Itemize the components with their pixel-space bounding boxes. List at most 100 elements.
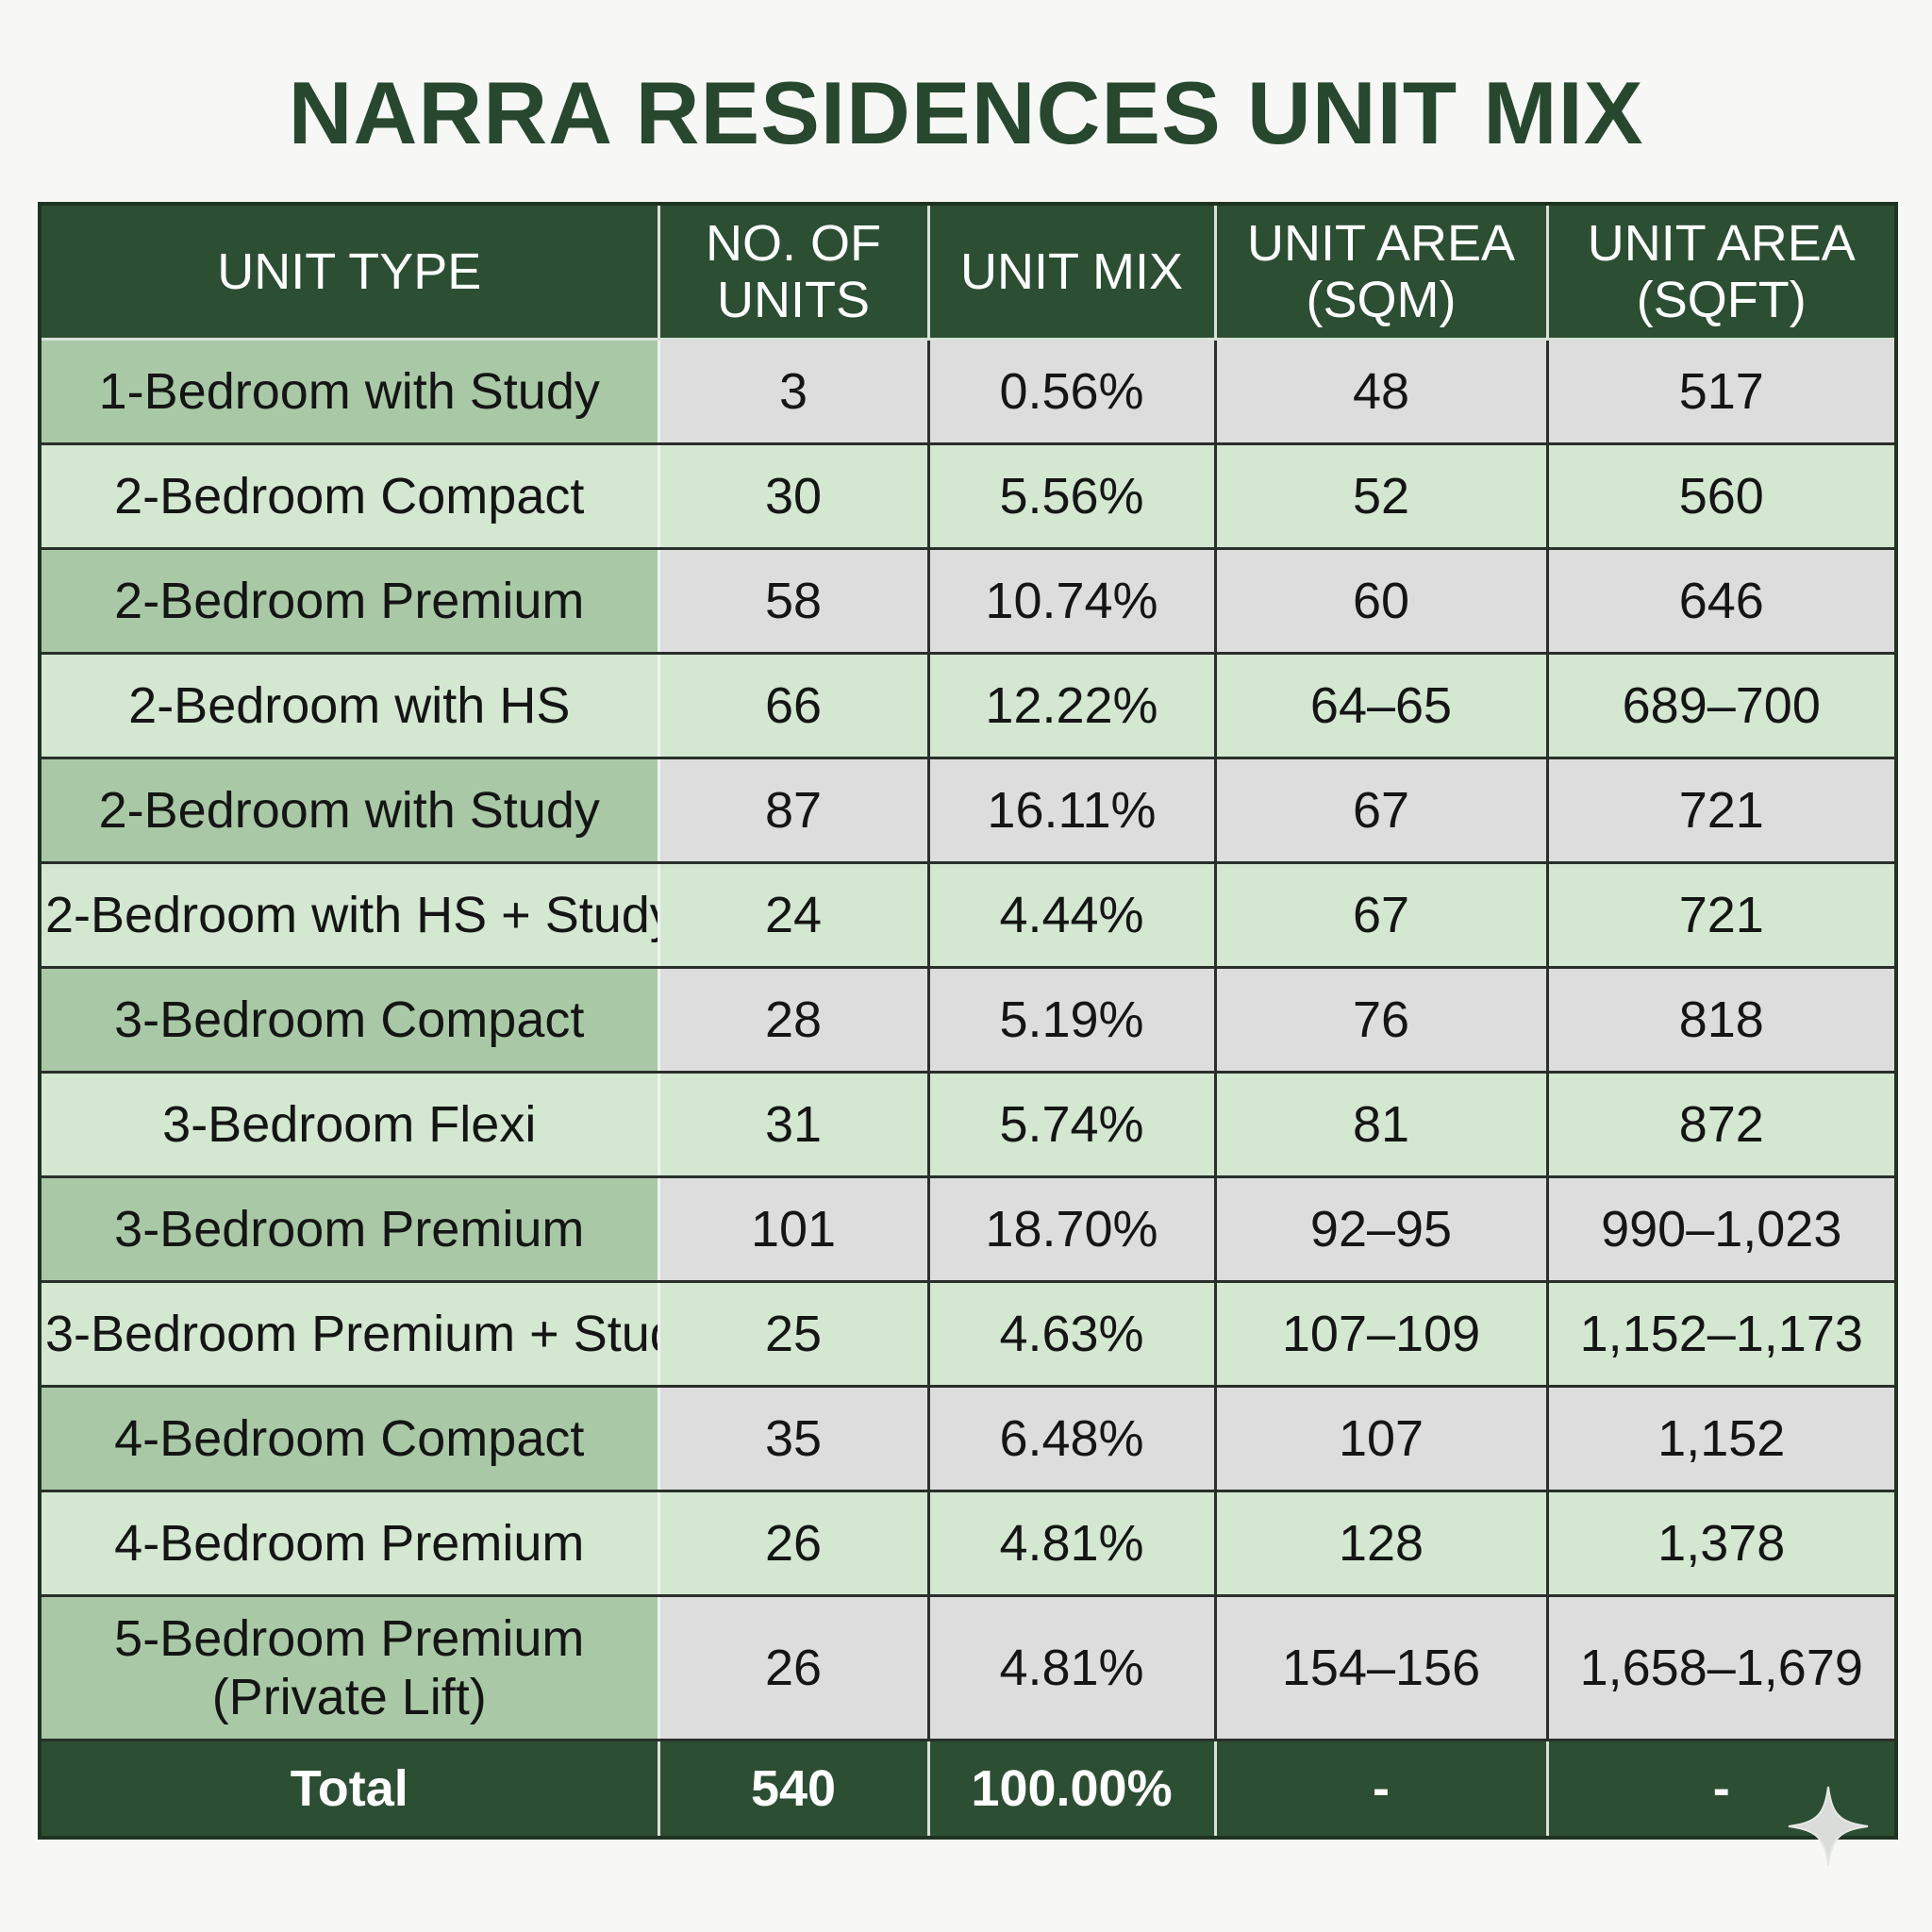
total-sqft: -: [1545, 1739, 1898, 1840]
page-title: NARRA RESIDENCES UNIT MIX: [288, 63, 1644, 162]
area-sqm-cell: 107–109: [1213, 1280, 1549, 1388]
unit-type-text: 2-Bedroom with HS + Study: [45, 887, 658, 943]
unit-type-cell: 4-Bedroom Premium: [38, 1490, 660, 1597]
units-cell: 66: [657, 652, 930, 759]
unit-type-text: 3-Bedroom Premium + Study: [45, 1306, 658, 1362]
unit-type-text: 3-Bedroom Premium: [114, 1201, 585, 1257]
area-sqm-cell: 154–156: [1213, 1594, 1549, 1741]
table-row: 4-Bedroom Compact 35 6.48% 107 1,152: [38, 1385, 1898, 1492]
unit-type-cell: 4-Bedroom Compact: [38, 1385, 660, 1492]
header-no-of-units: NO. OF UNITS: [657, 202, 930, 341]
area-sqm-cell: 92–95: [1213, 1175, 1549, 1283]
area-sqm-cell: 76: [1213, 966, 1549, 1074]
unit-mix-cell: 5.19%: [926, 966, 1217, 1074]
units-cell: 3: [657, 338, 930, 445]
units-cell: 101: [657, 1175, 930, 1283]
unit-type-text: 5-Bedroom Premium: [114, 1610, 585, 1667]
unit-type-cell: 5-Bedroom Premium (Private Lift): [38, 1594, 660, 1741]
unit-type-cell: 3-Bedroom Premium + Study: [38, 1280, 660, 1388]
total-sqm: -: [1213, 1739, 1549, 1840]
header-text: (SQM): [1306, 272, 1457, 328]
unit-mix-cell: 4.63%: [926, 1280, 1217, 1388]
area-sqft-cell: 721: [1545, 757, 1898, 864]
units-cell: 24: [657, 861, 930, 969]
area-sqft-cell: 818: [1545, 966, 1898, 1074]
unit-type-cell: 1-Bedroom with Study: [38, 338, 660, 445]
unit-type-text: 3-Bedroom Compact: [114, 991, 585, 1048]
unit-mix-cell: 10.74%: [926, 547, 1217, 655]
total-label: Total: [38, 1739, 660, 1840]
table-header: UNIT TYPE NO. OF UNITS UNIT MIX UNIT AREA (SQ…: [38, 202, 1898, 341]
area-sqft-cell: 646: [1545, 547, 1898, 655]
area-sqft-cell: 1,658–1,679: [1545, 1594, 1898, 1741]
table-row: 3-Bedroom Premium 101 18.70% 92–95 990–1,023: [38, 1175, 1898, 1283]
table-row: 5-Bedroom Premium (Private Lift) 26 4.81% 15…: [38, 1594, 1898, 1741]
units-cell: 26: [657, 1490, 930, 1597]
table-row: 3-Bedroom Compact 28 5.19% 76 818: [38, 966, 1898, 1074]
header-unit-type: UNIT TYPE: [38, 202, 660, 341]
unit-type-cell: 2-Bedroom with HS + Study: [38, 861, 660, 969]
unit-type-text: 4-Bedroom Premium: [114, 1515, 585, 1572]
units-cell: 58: [657, 547, 930, 655]
header-text: UNIT MIX: [959, 243, 1183, 300]
area-sqm-cell: 67: [1213, 861, 1549, 969]
table-row: 2-Bedroom Premium 58 10.74% 60 646: [38, 547, 1898, 655]
header-text: UNIT TYPE: [217, 243, 482, 300]
unit-type-cell: 2-Bedroom with Study: [38, 757, 660, 864]
area-sqft-cell: 517: [1545, 338, 1898, 445]
table-row: 1-Bedroom with Study 3 0.56% 48 517: [38, 338, 1898, 445]
table-row: 2-Bedroom with HS + Study 24 4.44% 67 721: [38, 861, 1898, 969]
unit-mix-cell: 6.48%: [926, 1385, 1217, 1492]
units-cell: 26: [657, 1594, 930, 1741]
header-unit-area-sqft: UNIT AREA (SQFT): [1545, 202, 1898, 341]
area-sqft-cell: 560: [1545, 442, 1898, 550]
unit-type-text: 2-Bedroom Premium: [114, 573, 585, 629]
area-sqft-cell: 689–700: [1545, 652, 1898, 759]
header-text: UNIT AREA: [1587, 215, 1856, 272]
area-sqm-cell: 107: [1213, 1385, 1549, 1492]
total-units: 540: [657, 1739, 930, 1840]
area-sqm-cell: 48: [1213, 338, 1549, 445]
header-unit-mix: UNIT MIX: [926, 202, 1217, 341]
unit-type-text: (Private Lift): [211, 1669, 487, 1725]
area-sqft-cell: 990–1,023: [1545, 1175, 1898, 1283]
unit-type-cell: 3-Bedroom Premium: [38, 1175, 660, 1283]
header-text: NO. OF: [706, 215, 881, 272]
units-cell: 30: [657, 442, 930, 550]
table-footer: Total 540 100.00% - -: [38, 1739, 1898, 1840]
area-sqft-cell: 1,152–1,173: [1545, 1280, 1898, 1388]
unit-type-cell: 3-Bedroom Compact: [38, 966, 660, 1074]
area-sqft-cell: 872: [1545, 1071, 1898, 1178]
unit-type-cell: 3-Bedroom Flexi: [38, 1071, 660, 1178]
unit-mix-cell: 5.74%: [926, 1071, 1217, 1178]
table-row: 3-Bedroom Premium + Study 25 4.63% 107–109 1…: [38, 1280, 1898, 1388]
unit-mix-cell: 4.44%: [926, 861, 1217, 969]
area-sqm-cell: 81: [1213, 1071, 1549, 1178]
header-row: UNIT TYPE NO. OF UNITS UNIT MIX UNIT AREA (SQ…: [38, 202, 1898, 341]
units-cell: 25: [657, 1280, 930, 1388]
table-row: 2-Bedroom with Study 87 16.11% 67 721: [38, 757, 1898, 864]
unit-type-text: 2-Bedroom Compact: [114, 468, 585, 525]
header-text: UNITS: [717, 272, 870, 328]
area-sqft-cell: 721: [1545, 861, 1898, 969]
unit-type-text: 2-Bedroom with Study: [98, 782, 600, 839]
area-sqm-cell: 64–65: [1213, 652, 1549, 759]
sparkle-icon: [1788, 1786, 1869, 1867]
unit-type-text: 4-Bedroom Compact: [114, 1410, 585, 1467]
table-row: 4-Bedroom Premium 26 4.81% 128 1,378: [38, 1490, 1898, 1597]
units-cell: 35: [657, 1385, 930, 1492]
area-sqft-cell: 1,378: [1545, 1490, 1898, 1597]
area-sqm-cell: 67: [1213, 757, 1549, 864]
area-sqm-cell: 60: [1213, 547, 1549, 655]
table-row: 2-Bedroom Compact 30 5.56% 52 560: [38, 442, 1898, 550]
header-unit-area-sqm: UNIT AREA (SQM): [1213, 202, 1549, 341]
area-sqm-cell: 128: [1213, 1490, 1549, 1597]
unit-mix-cell: 12.22%: [926, 652, 1217, 759]
units-cell: 31: [657, 1071, 930, 1178]
unit-mix-cell: 18.70%: [926, 1175, 1217, 1283]
unit-type-cell: 2-Bedroom with HS: [38, 652, 660, 759]
unit-mix-cell: 5.56%: [926, 442, 1217, 550]
area-sqft-cell: 1,152: [1545, 1385, 1898, 1492]
unit-mix-cell: 4.81%: [926, 1594, 1217, 1741]
table-row: 2-Bedroom with HS 66 12.22% 64–65 689–700: [38, 652, 1898, 759]
